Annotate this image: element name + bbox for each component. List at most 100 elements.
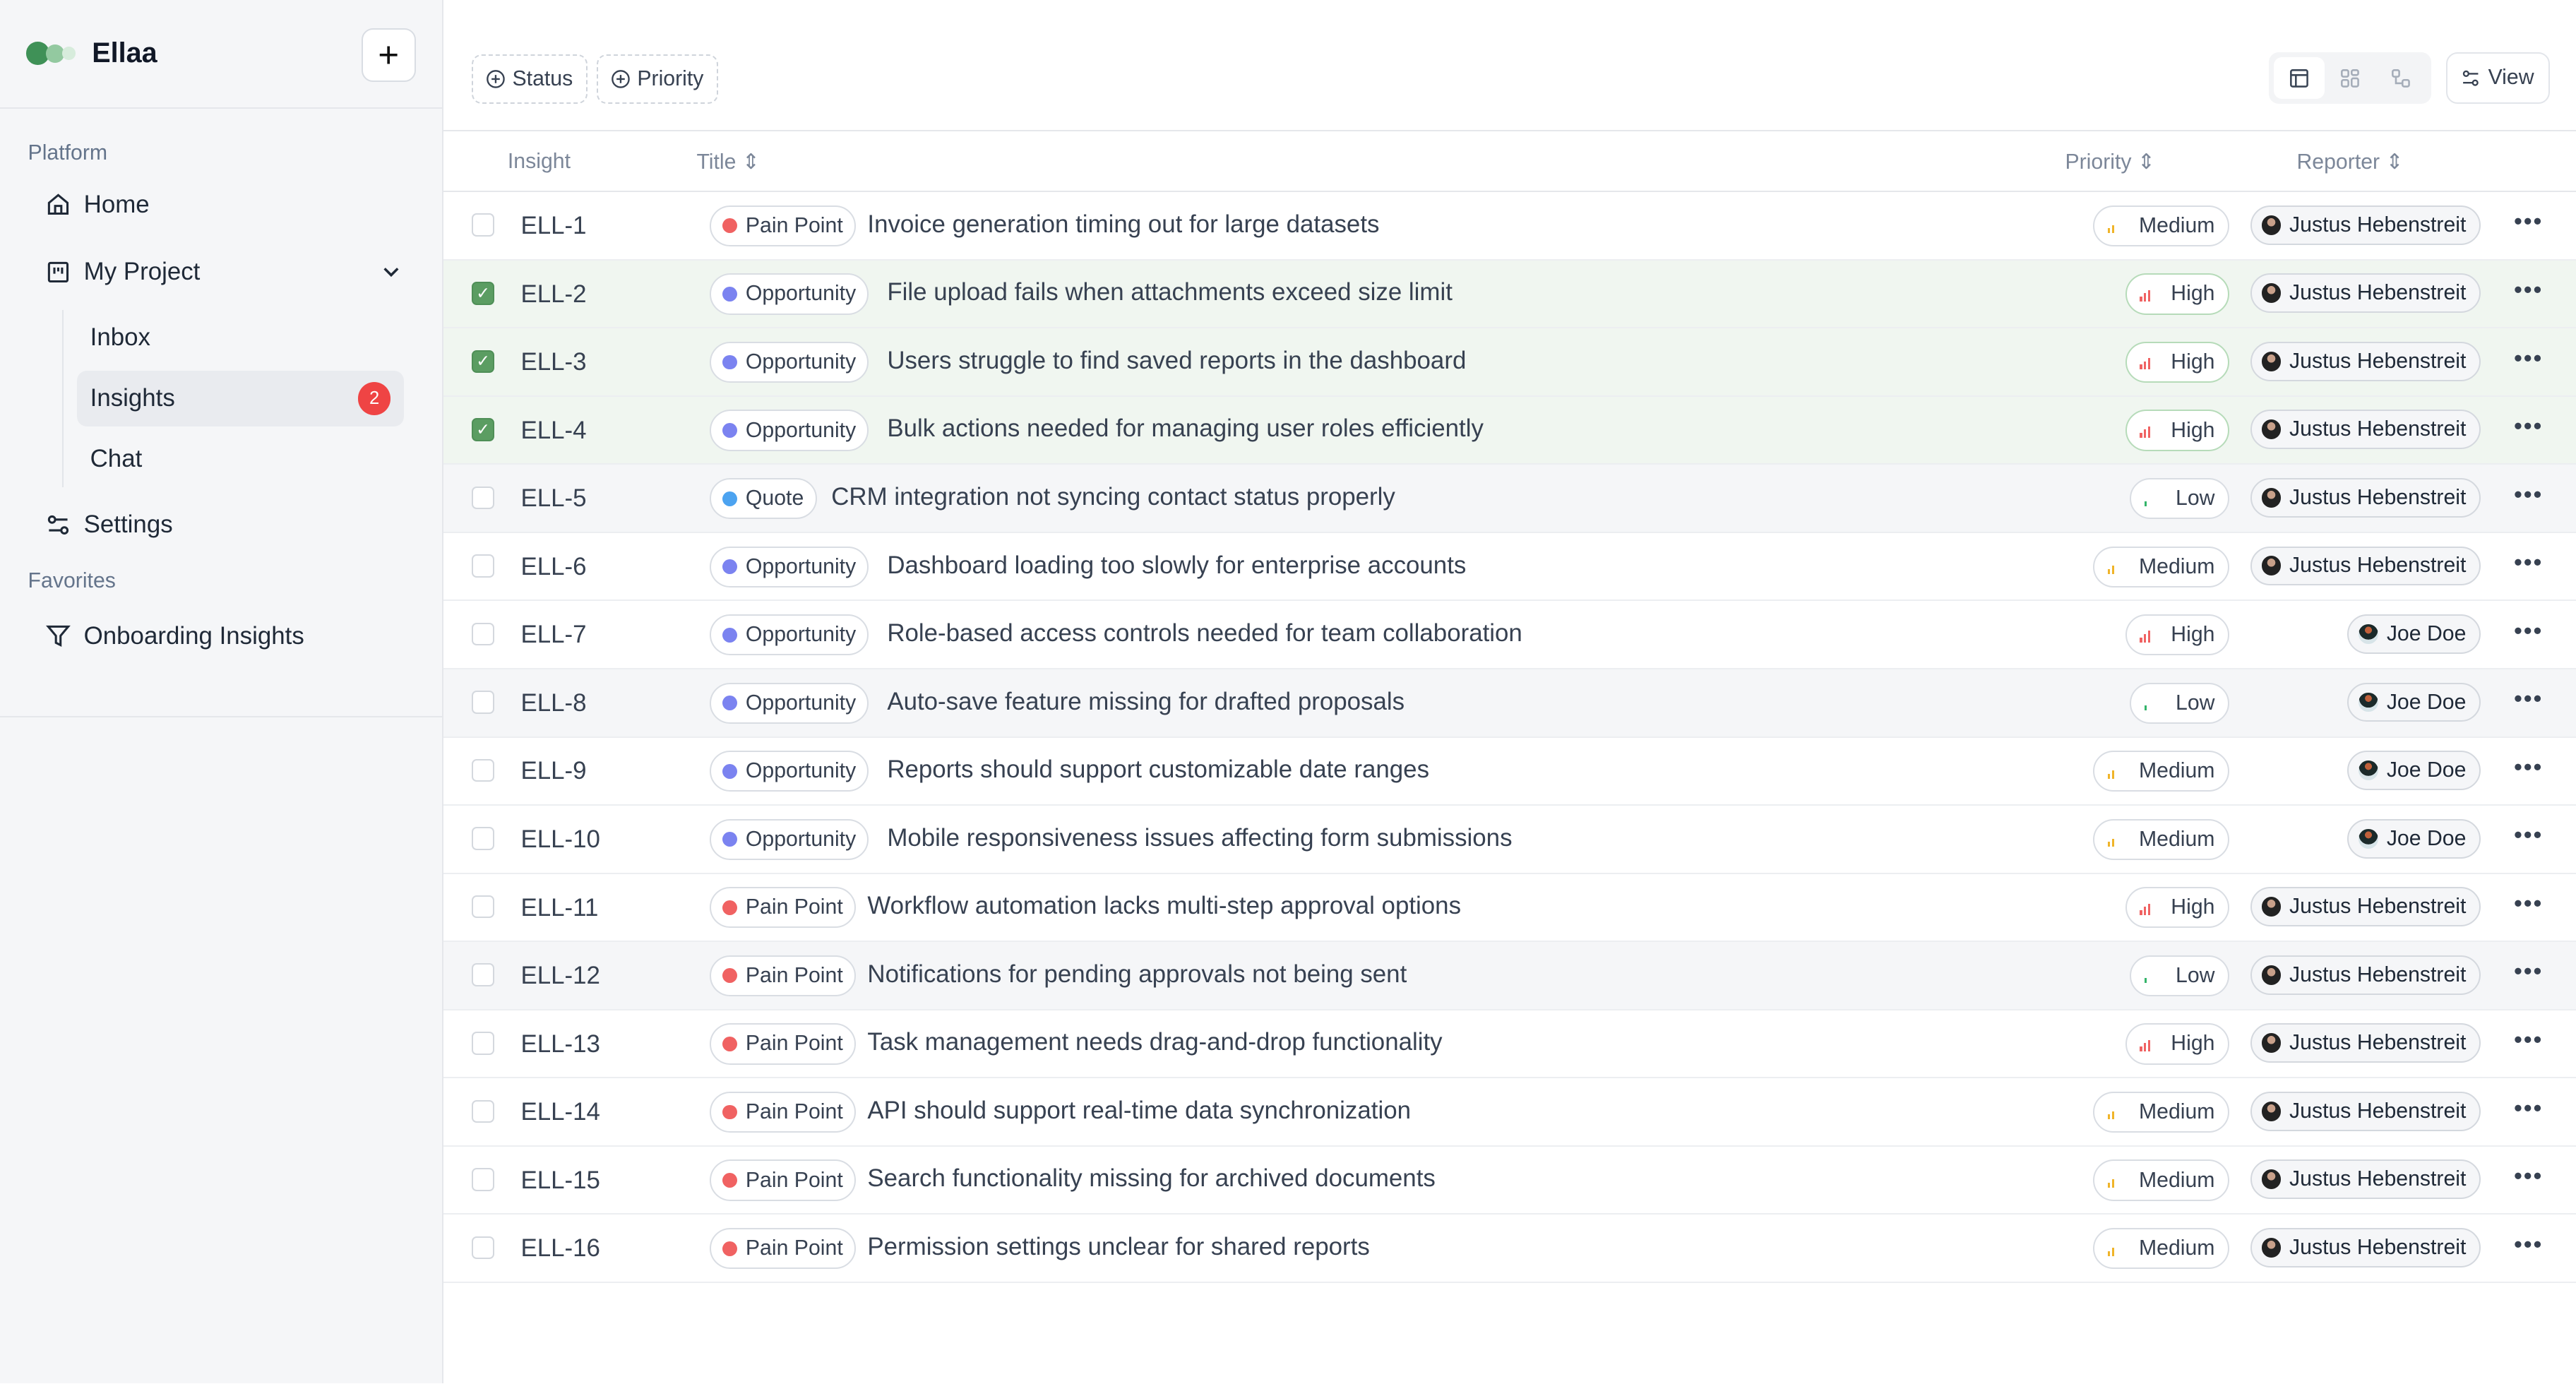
insight-title[interactable]: Bulk actions needed for managing user ro… [887,414,1484,443]
reporter-chip[interactable]: Justus Hebenstreit [2250,205,2481,245]
reporter-chip[interactable]: Justus Hebenstreit [2250,887,2481,927]
insight-title[interactable]: Dashboard loading too slowly for enterpr… [887,551,1467,579]
table-row[interactable]: ELL-10 Opportunity Mobile responsiveness… [443,806,2576,874]
more-options-icon[interactable]: ••• [2514,549,2544,575]
reporter-chip[interactable]: Justus Hebenstreit [2250,546,2481,586]
priority-badge[interactable]: High [2125,887,2230,929]
priority-badge[interactable]: Medium [2093,1091,2230,1133]
chevron-down-icon[interactable] [381,262,401,282]
row-checkbox[interactable]: ✓ [471,281,495,305]
insight-title[interactable]: Invoice generation timing out for large … [867,210,1380,238]
priority-filter-button[interactable]: Priority [596,54,719,104]
more-options-icon[interactable]: ••• [2514,1163,2544,1189]
insight-title[interactable]: Workflow automation lacks multi-step app… [867,892,1462,920]
row-checkbox[interactable] [471,213,495,237]
row-checkbox[interactable] [471,758,495,782]
reporter-chip[interactable]: Justus Hebenstreit [2250,410,2481,450]
new-button[interactable]: + [361,28,416,83]
table-row[interactable]: ELL-8 Opportunity Auto-save feature miss… [443,669,2576,738]
table-row[interactable]: ✓ ELL-4 Opportunity Bulk actions needed … [443,396,2576,465]
insight-title[interactable]: Notifications for pending approvals not … [867,960,1407,988]
table-row[interactable]: ELL-13 Pain Point Task management needs … [443,1010,2576,1079]
reporter-chip[interactable]: Justus Hebenstreit [2250,955,2481,995]
priority-badge[interactable]: High [2125,341,2230,383]
row-checkbox[interactable] [471,1099,495,1123]
insight-title[interactable]: Permission settings unclear for shared r… [867,1232,1370,1260]
more-options-icon[interactable]: ••• [2514,890,2544,916]
table-row[interactable]: ELL-6 Opportunity Dashboard loading too … [443,533,2576,602]
priority-badge[interactable]: Medium [2093,1159,2230,1201]
table-row[interactable]: ELL-14 Pain Point API should support rea… [443,1078,2576,1147]
insight-title[interactable]: Reports should support customizable date… [887,756,1430,784]
more-options-icon[interactable]: ••• [2514,208,2544,234]
more-options-icon[interactable]: ••• [2514,276,2544,302]
row-checkbox[interactable] [471,622,495,646]
more-options-icon[interactable]: ••• [2514,481,2544,507]
insight-title[interactable]: File upload fails when attachments excee… [887,278,1453,306]
priority-badge[interactable]: High [2125,273,2230,315]
row-checkbox[interactable] [471,827,495,850]
sidebar-item-onboarding-insights[interactable]: Onboarding Insights [0,608,442,664]
priority-badge[interactable]: Medium [2093,818,2230,860]
priority-badge[interactable]: Medium [2093,1228,2230,1270]
row-checkbox[interactable]: ✓ [471,418,495,441]
more-options-icon[interactable]: ••• [2514,958,2544,984]
sidebar-item-chat[interactable]: Chat [77,431,404,487]
priority-badge[interactable]: Medium [2093,751,2230,792]
sidebar-item-inbox[interactable]: Inbox [77,310,404,366]
more-options-icon[interactable]: ••• [2514,686,2544,712]
more-options-icon[interactable]: ••• [2514,345,2544,371]
reporter-chip[interactable]: Justus Hebenstreit [2250,341,2481,381]
reporter-chip[interactable]: Justus Hebenstreit [2250,477,2481,518]
more-options-icon[interactable]: ••• [2514,753,2544,780]
row-checkbox[interactable] [471,1236,495,1260]
row-checkbox[interactable] [471,1031,495,1055]
column-title-sort[interactable]: Title ⇕ [696,150,760,174]
reporter-chip[interactable]: Joe Doe [2347,614,2481,654]
insight-title[interactable]: Auto-save feature missing for drafted pr… [887,687,1405,715]
table-row[interactable]: ELL-1 Pain Point Invoice generation timi… [443,192,2576,261]
priority-badge[interactable]: High [2125,1023,2230,1065]
priority-badge[interactable]: High [2125,410,2230,451]
table-row[interactable]: ✓ ELL-3 Opportunity Users struggle to fi… [443,328,2576,397]
insight-title[interactable]: Search functionality missing for archive… [867,1164,1436,1193]
table-row[interactable]: ✓ ELL-2 Opportunity File upload fails wh… [443,260,2576,329]
priority-badge[interactable]: Low [2130,477,2230,520]
grid-view-button[interactable] [2325,57,2375,98]
priority-badge[interactable]: High [2125,614,2230,656]
sidebar-item-my-project[interactable]: My Project [0,244,442,300]
insight-title[interactable]: Users struggle to find saved reports in … [887,346,1467,374]
reporter-chip[interactable]: Joe Doe [2347,818,2481,859]
table-view-button[interactable] [2273,57,2325,99]
flow-view-button[interactable] [2375,57,2426,98]
reporter-chip[interactable]: Justus Hebenstreit [2250,1228,2481,1267]
priority-badge[interactable]: Low [2130,682,2230,724]
more-options-icon[interactable]: ••• [2514,413,2544,439]
insight-title[interactable]: Role-based access controls needed for te… [887,619,1522,648]
priority-badge[interactable]: Low [2130,955,2230,996]
sidebar-item-insights[interactable]: Insights 2 [77,370,404,426]
table-row[interactable]: ELL-5 Quote CRM integration not syncing … [443,465,2576,533]
table-row[interactable]: ELL-16 Pain Point Permission settings un… [443,1215,2576,1283]
reporter-chip[interactable]: Joe Doe [2347,682,2481,722]
table-row[interactable]: ELL-11 Pain Point Workflow automation la… [443,874,2576,943]
more-options-icon[interactable]: ••• [2514,1027,2544,1052]
row-checkbox[interactable]: ✓ [471,350,495,374]
insight-title[interactable]: Task management needs drag-and-drop func… [867,1028,1443,1056]
more-options-icon[interactable]: ••• [2514,822,2544,848]
sidebar-item-settings[interactable]: Settings [0,497,442,553]
reporter-chip[interactable]: Justus Hebenstreit [2250,273,2481,314]
row-checkbox[interactable] [471,963,495,986]
column-priority-sort[interactable]: Priority ⇕ [2065,150,2155,174]
more-options-icon[interactable]: ••• [2514,1094,2544,1121]
reporter-chip[interactable]: Justus Hebenstreit [2250,1023,2481,1063]
row-checkbox[interactable] [471,691,495,714]
table-row[interactable]: ELL-9 Opportunity Reports should support… [443,738,2576,806]
more-options-icon[interactable]: ••• [2514,1231,2544,1257]
insight-title[interactable]: Mobile responsiveness issues affecting f… [887,823,1513,852]
more-options-icon[interactable]: ••• [2514,617,2544,643]
row-checkbox[interactable] [471,1168,495,1191]
table-row[interactable]: ELL-12 Pain Point Notifications for pend… [443,942,2576,1010]
insight-title[interactable]: CRM integration not syncing contact stat… [831,482,1395,511]
table-row[interactable]: ELL-15 Pain Point Search functionality m… [443,1147,2576,1215]
